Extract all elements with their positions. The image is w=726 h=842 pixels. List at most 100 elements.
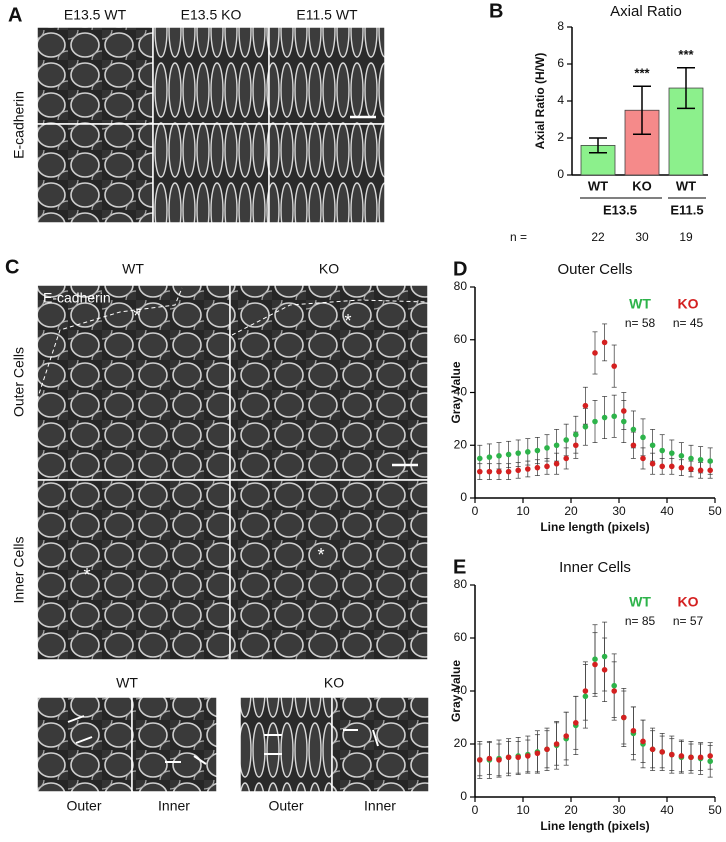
data-point <box>592 418 598 425</box>
significance: *** <box>678 47 694 62</box>
asterisk: * <box>344 311 351 331</box>
data-point <box>678 453 685 459</box>
asterisk: * <box>83 565 90 585</box>
y-tick-label: 60 <box>454 332 468 346</box>
data-point <box>621 408 627 414</box>
data-point <box>697 754 704 761</box>
y-tick-label: 0 <box>557 167 564 181</box>
data-point <box>525 466 531 472</box>
data-point <box>601 667 608 673</box>
x-axis-label: Line length (pixels) <box>540 520 649 534</box>
row-label: Outer Cells <box>11 347 27 417</box>
data-point <box>659 749 665 755</box>
data-point <box>515 467 521 474</box>
data-point <box>601 414 608 421</box>
data-point <box>678 753 685 759</box>
chart-title: Outer Cells <box>557 261 632 278</box>
data-point <box>630 727 637 734</box>
x-tick-label: 40 <box>660 504 674 518</box>
y-axis-label: Gray Value <box>449 660 463 722</box>
micrograph <box>152 123 270 224</box>
data-point <box>534 750 541 757</box>
n-value: 30 <box>635 230 649 244</box>
y-tick-label: 80 <box>454 577 468 591</box>
legend-note: n= 85 <box>625 614 656 628</box>
y-tick-label: 20 <box>454 437 468 451</box>
legend-note: n= 57 <box>673 614 704 628</box>
legend-entry: WT <box>629 296 651 312</box>
x-tick-label: 30 <box>612 803 626 817</box>
x-tick-label: 0 <box>472 504 479 518</box>
outline <box>231 299 429 336</box>
data-point <box>640 455 646 462</box>
y-tick-label: 4 <box>557 93 564 107</box>
data-point <box>582 693 589 700</box>
data-point <box>486 468 493 475</box>
data-point <box>486 454 493 460</box>
legend-note: n= 45 <box>673 316 704 330</box>
n-value: 19 <box>679 230 693 244</box>
inset-label: Outer <box>268 798 303 814</box>
significance: *** <box>634 66 650 81</box>
legend-entry: WT <box>629 594 651 610</box>
y-tick-label: 6 <box>557 56 564 70</box>
micrograph <box>229 479 429 661</box>
micrograph <box>152 26 270 125</box>
data-point <box>582 423 589 430</box>
y-tick-label: 20 <box>454 736 468 750</box>
column-label: E11.5 WT <box>296 7 358 23</box>
panel-letter: C <box>5 256 19 278</box>
y-axis-label: Gray Value <box>449 361 463 423</box>
data-point <box>707 458 713 464</box>
row-label: Inner Cells <box>11 537 27 604</box>
data-point <box>649 460 656 467</box>
inset-label: Outer <box>66 798 101 814</box>
panel-c-images <box>36 284 430 793</box>
micrograph <box>36 479 231 661</box>
data-point <box>525 753 531 759</box>
data-point <box>505 468 512 475</box>
data-point <box>640 434 646 441</box>
data-point <box>563 437 569 443</box>
data-point <box>640 738 646 745</box>
y-tick-label: 40 <box>454 683 468 697</box>
group-label: WT <box>116 675 138 691</box>
group-label: E13.5 <box>603 202 637 217</box>
legend-entry: KO <box>678 296 699 312</box>
column-label: WT <box>122 261 144 277</box>
y-tick-label: 0 <box>460 789 467 803</box>
data-point <box>611 413 617 420</box>
data-point <box>544 463 550 470</box>
data-point <box>544 445 550 451</box>
data-point <box>601 653 608 660</box>
x-tick-label: 20 <box>564 803 578 817</box>
y-tick-label: 8 <box>557 19 564 33</box>
data-point <box>534 447 541 454</box>
data-point <box>573 431 579 438</box>
panel-letter: B <box>489 0 503 22</box>
data-point <box>563 733 569 739</box>
data-point <box>707 758 713 765</box>
micrograph <box>239 696 333 793</box>
x-tick-label: 10 <box>516 803 530 817</box>
data-point <box>707 467 713 474</box>
data-point <box>496 468 502 475</box>
data-point <box>496 757 502 763</box>
data-point <box>505 451 512 458</box>
data-point <box>592 350 598 356</box>
data-point <box>621 418 627 425</box>
x-tick-label: 20 <box>564 504 578 518</box>
data-point <box>688 754 694 761</box>
panel-letter: A <box>8 4 22 26</box>
data-point <box>496 453 502 459</box>
line-scans <box>67 715 379 765</box>
group-label: E11.5 <box>670 202 703 217</box>
inset-label: Inner <box>364 798 396 814</box>
data-point <box>707 753 713 759</box>
data-point <box>649 442 656 449</box>
data-point <box>563 455 569 462</box>
data-point <box>659 447 665 454</box>
data-point <box>477 757 483 763</box>
panel-letter: E <box>453 556 466 578</box>
